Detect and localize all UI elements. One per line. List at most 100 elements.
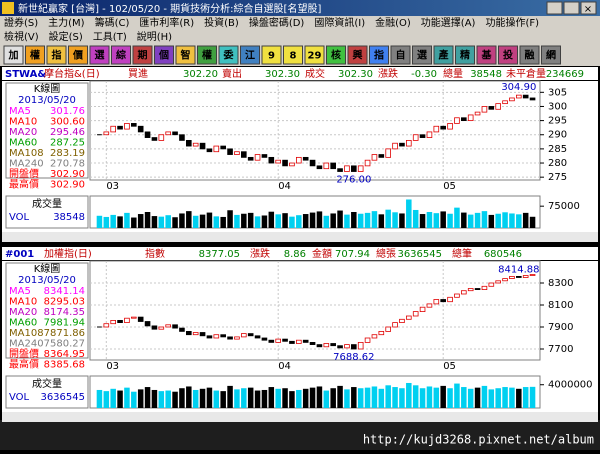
volume-bar (158, 391, 165, 408)
toolbar-button[interactable] (261, 45, 282, 65)
menu-item[interactable]: 投資(B) (204, 16, 239, 29)
menu-item[interactable]: 證券(S) (4, 16, 38, 29)
indicator-value: 8341.14 (44, 286, 85, 297)
toolbar-button[interactable] (197, 45, 217, 65)
toolbar-button[interactable] (433, 45, 454, 65)
y-tick-label: 290 (548, 130, 567, 141)
menu-item[interactable]: 金融(O) (375, 16, 411, 29)
volume-bar (261, 215, 268, 228)
toolbar-button[interactable] (326, 45, 346, 65)
toolbar-label: 指 (374, 49, 384, 62)
minimize-button[interactable] (546, 1, 563, 15)
candle (392, 322, 398, 328)
toolbar-button[interactable] (369, 45, 389, 65)
volume-bar (412, 209, 419, 228)
toolbar-button[interactable] (283, 45, 303, 65)
toolbar-button[interactable] (3, 45, 24, 65)
indicator-label: 最高價 (9, 358, 39, 371)
volume-bar (330, 388, 336, 408)
volume-bar (296, 215, 302, 228)
menu-item[interactable]: 國際資訊(I) (314, 16, 365, 29)
menu-item[interactable]: 檢視(V) (4, 30, 39, 43)
quote-value: 38548 (470, 69, 502, 80)
volume-bar (474, 212, 481, 228)
candle (522, 94, 529, 99)
toolbar-button[interactable] (111, 45, 131, 65)
toolbar-button[interactable] (132, 45, 153, 65)
toolbar-button[interactable] (476, 45, 497, 65)
menu-item[interactable]: 操盤密碼(D) (249, 16, 305, 29)
volume-bar (406, 199, 412, 228)
candle (254, 154, 261, 161)
candle (385, 148, 391, 158)
close-button[interactable] (580, 1, 597, 15)
toolbar-button[interactable] (390, 45, 411, 65)
toolbar-button[interactable] (68, 45, 88, 65)
toolbar-button[interactable] (519, 45, 540, 65)
candle (426, 303, 433, 308)
y-tick-label: 275 (548, 172, 567, 183)
toolbar-label: 投 (503, 49, 513, 62)
volume-bar (516, 388, 522, 408)
volume-bar (433, 387, 440, 408)
menu-item[interactable]: 設定(S) (49, 30, 83, 43)
volume-value: 38548 (53, 212, 85, 223)
menu-item[interactable]: 功能選擇(A) (421, 16, 476, 29)
x-tick-label: 04 (278, 361, 291, 372)
menu-item[interactable]: 功能操作(F) (485, 16, 539, 29)
candle (495, 103, 501, 110)
volume-bar (481, 385, 488, 408)
candle (351, 165, 357, 172)
toolbar-button[interactable] (498, 45, 518, 65)
menu-item[interactable]: 匯市利率(R) (139, 16, 194, 29)
candle (234, 336, 240, 340)
toolbar-button[interactable] (175, 45, 196, 65)
volume-bar (234, 389, 240, 408)
toolbar-button[interactable] (154, 45, 174, 65)
menu-item[interactable]: 籌碼(C) (95, 16, 130, 29)
symbol-name: 加權指(日) (44, 247, 92, 260)
candle (467, 288, 474, 292)
maximize-button[interactable] (563, 1, 580, 15)
toolbar-button[interactable] (304, 45, 325, 65)
candle (289, 162, 295, 167)
volume-bar (309, 387, 316, 408)
volume-bar (124, 212, 130, 228)
toolbar-button[interactable] (541, 45, 561, 65)
menu-item[interactable]: 工具(T) (93, 31, 127, 43)
close-icon: × (584, 4, 592, 15)
toolbar-button[interactable] (46, 45, 67, 65)
toolbar-label: 興 (353, 49, 363, 62)
volume-bar (385, 385, 391, 408)
candle (509, 275, 515, 279)
toolbar-button[interactable] (347, 45, 368, 65)
candle (337, 345, 343, 349)
candle (412, 134, 419, 141)
toolbar-label: 綜 (116, 49, 126, 62)
volume-bar (467, 214, 474, 228)
candle (172, 131, 178, 136)
volume-bar (323, 215, 330, 228)
toolbar-button[interactable] (25, 45, 45, 65)
candle (529, 274, 536, 276)
menu-item[interactable]: 主力(M) (48, 16, 85, 29)
taskbar (0, 420, 600, 450)
y-tick-label: 280 (548, 158, 567, 169)
toolbar-button[interactable] (455, 45, 475, 65)
volume-bar (268, 387, 275, 408)
toolbar-button[interactable] (412, 45, 432, 65)
toolbar-button[interactable] (218, 45, 239, 65)
candle (131, 316, 137, 319)
menu-item[interactable]: 說明(H) (137, 30, 172, 43)
high-label: 304.90 (501, 82, 536, 93)
toolbar-button[interactable] (240, 45, 260, 65)
toolbar-label: 基 (481, 49, 493, 62)
toolbar-button[interactable] (89, 45, 110, 65)
volume-bar (213, 390, 220, 408)
volume-box (5, 375, 89, 409)
candle (502, 278, 508, 282)
volume-bar (96, 389, 103, 408)
volume-label: VOL (9, 392, 30, 403)
volume-bar (522, 387, 529, 408)
